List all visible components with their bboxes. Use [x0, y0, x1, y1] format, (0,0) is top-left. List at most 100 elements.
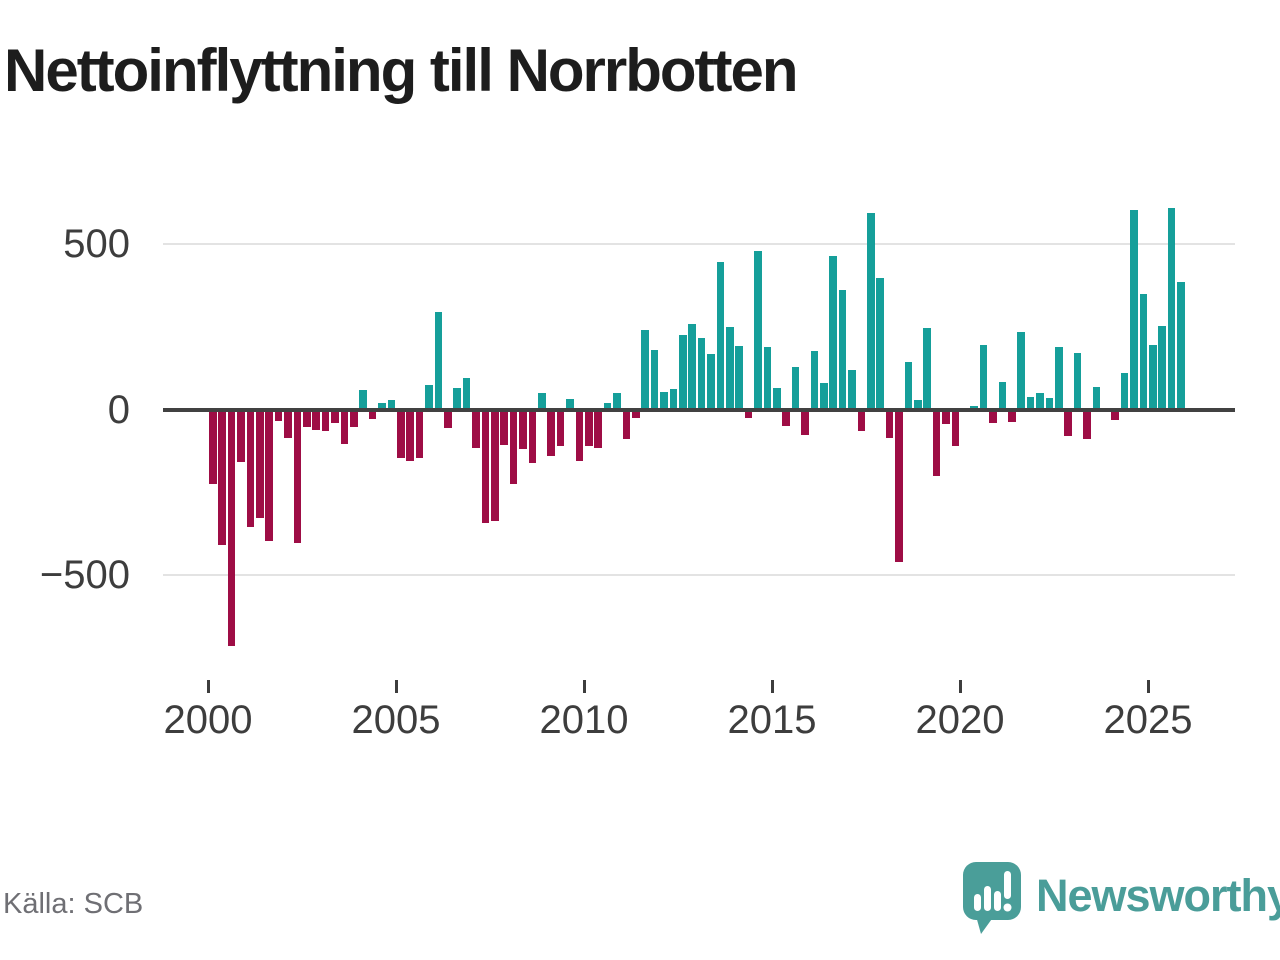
bar-2010-Q3	[603, 402, 612, 411]
bar-2017-Q1	[848, 370, 856, 411]
chart-title: Nettoinflyttning till Norrbotten	[4, 37, 799, 104]
x-axis-label-2000: 2000	[163, 698, 253, 742]
bar-2015-Q4	[801, 410, 809, 435]
bar-2001-Q2	[256, 410, 264, 518]
bar-2024-Q3	[1130, 209, 1138, 411]
bar-2002-Q3	[303, 410, 311, 427]
bar-2013-Q3	[716, 262, 725, 411]
bar-2005-Q4	[425, 384, 433, 411]
bar-2018-Q4	[914, 399, 922, 411]
bar-2009-Q2	[556, 410, 565, 447]
brand-name: Newsworthy	[1036, 870, 1280, 921]
bar-2014-Q2	[744, 410, 753, 418]
bar-2006-Q4	[462, 377, 471, 411]
bar-2023-Q3	[1092, 386, 1101, 411]
bar-2016-Q3	[829, 255, 837, 411]
bar-2021-Q3	[1017, 332, 1025, 411]
bar-2009-Q3	[566, 398, 574, 411]
bar-2005-Q1	[397, 410, 405, 459]
bar-2023-Q2	[1083, 410, 1091, 439]
bar-2014-Q4	[763, 346, 772, 411]
bar-2019-Q3	[942, 410, 950, 425]
x-axis-label-2025: 2025	[1103, 698, 1193, 742]
bar-2011-Q4	[650, 349, 659, 411]
bar-2007-Q1	[472, 410, 480, 448]
bar-2015-Q3	[791, 366, 800, 411]
gridline-500	[163, 243, 1235, 245]
bar-2021-Q2	[1008, 410, 1016, 422]
bar-2004-Q3	[378, 403, 386, 411]
bar-2022-Q4	[1064, 410, 1072, 437]
bar-2001-Q1	[246, 410, 255, 527]
bar-2020-Q3	[979, 345, 988, 411]
bar-2025-Q3	[1167, 208, 1176, 411]
bar-2004-Q2	[368, 410, 377, 420]
bar-2000-Q1	[209, 410, 217, 484]
bar-2004-Q1	[359, 389, 367, 411]
bar-2007-Q3	[491, 410, 499, 522]
newsworthy-logo: Newsworthy	[960, 858, 1280, 938]
bar-2013-Q2	[707, 353, 715, 411]
bar-2016-Q2	[820, 383, 828, 411]
bar-2011-Q1	[622, 410, 631, 439]
bar-2008-Q2	[519, 410, 527, 449]
gridline-minus-500	[163, 574, 1235, 576]
bar-2002-Q1	[284, 410, 292, 439]
bar-2021-Q4	[1026, 397, 1035, 411]
bar-2012-Q3	[679, 334, 687, 411]
x-tick-2000	[207, 680, 210, 693]
bar-2019-Q2	[932, 410, 941, 476]
bar-2004-Q4	[387, 399, 396, 411]
bar-2023-Q1	[1073, 352, 1082, 411]
x-axis-label-2015: 2015	[727, 698, 817, 742]
bar-2025-Q4	[1177, 281, 1185, 411]
bar-2013-Q1	[697, 337, 706, 411]
bar-2024-Q4	[1139, 293, 1148, 411]
y-axis-label-0: 0	[107, 388, 130, 432]
bar-2002-Q4	[312, 410, 320, 430]
x-tick-2020	[959, 680, 962, 693]
y-axis-label-minus-500: −500	[39, 553, 130, 597]
bar-2005-Q3	[415, 410, 424, 458]
bar-2003-Q2	[331, 410, 339, 423]
bar-2006-Q3	[453, 388, 461, 411]
bar-2002-Q2	[293, 410, 302, 544]
bar-2009-Q4	[575, 410, 584, 462]
bar-2024-Q1	[1111, 410, 1119, 421]
bar-2012-Q2	[669, 389, 678, 411]
bar-2018-Q1	[885, 410, 894, 438]
bar-2010-Q2	[594, 410, 602, 448]
bar-2022-Q3	[1055, 347, 1063, 411]
bar-2016-Q1	[810, 351, 819, 411]
bar-2010-Q1	[585, 410, 593, 447]
x-tick-2015	[771, 680, 774, 693]
bar-2019-Q4	[951, 410, 960, 446]
bar-2008-Q3	[528, 410, 537, 464]
bar-2017-Q3	[867, 213, 875, 411]
bar-2001-Q3	[265, 410, 273, 542]
bar-2000-Q2	[218, 410, 226, 545]
bar-2000-Q3	[227, 410, 236, 647]
bar-2008-Q4	[538, 393, 546, 411]
x-tick-2025	[1147, 680, 1150, 693]
bar-2007-Q4	[500, 410, 508, 445]
bar-2012-Q1	[660, 392, 668, 411]
speech-bubble-bar-chart-icon	[963, 862, 1021, 934]
bar-2001-Q4	[274, 410, 283, 421]
bar-2009-Q1	[547, 410, 555, 456]
bar-2024-Q2	[1120, 373, 1129, 411]
bar-2021-Q1	[998, 382, 1007, 411]
bar-2012-Q4	[688, 324, 696, 411]
bar-2018-Q2	[895, 410, 903, 562]
bar-2003-Q1	[321, 410, 330, 431]
bar-2020-Q4	[989, 410, 997, 423]
x-axis-label-2020: 2020	[915, 698, 1005, 742]
bar-2005-Q2	[406, 410, 414, 461]
bar-2011-Q3	[641, 330, 649, 411]
bar-2010-Q4	[613, 393, 621, 411]
bar-2014-Q3	[754, 250, 762, 411]
bar-2019-Q1	[923, 328, 931, 411]
bar-2003-Q3	[340, 410, 349, 444]
bar-2003-Q4	[350, 410, 358, 427]
bar-2008-Q1	[509, 410, 518, 485]
